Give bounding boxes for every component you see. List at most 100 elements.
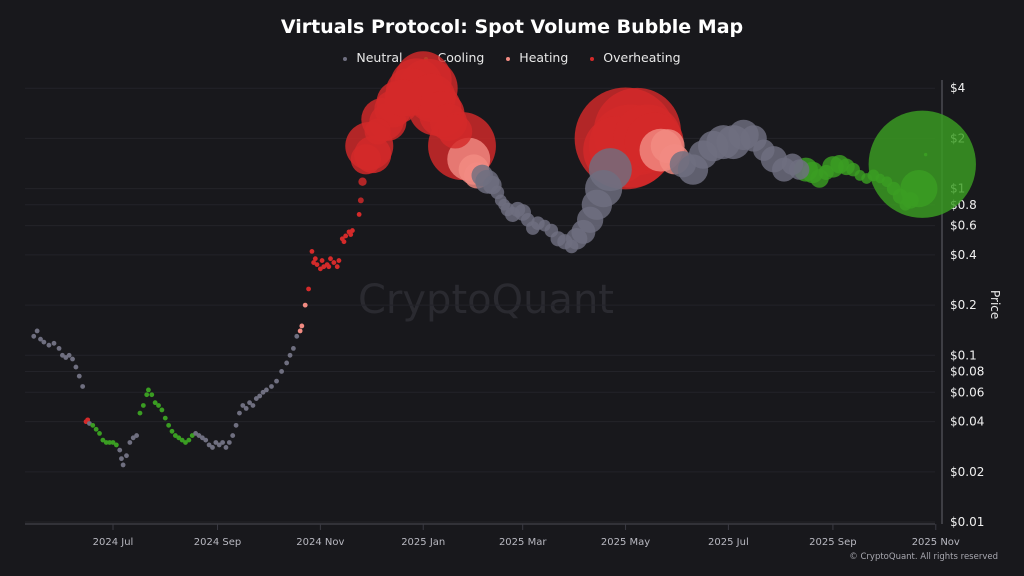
bubble-o[interactable] <box>358 177 367 186</box>
bubble-n[interactable] <box>220 440 225 445</box>
bubble-h[interactable] <box>302 302 308 308</box>
bubble-n[interactable] <box>564 239 579 254</box>
bubble-n[interactable] <box>250 403 256 408</box>
bubble-n[interactable] <box>233 422 239 428</box>
bubble-n[interactable] <box>498 198 511 211</box>
legend-item-neutral[interactable]: Neutral <box>343 50 403 65</box>
bubble-c[interactable] <box>152 400 158 406</box>
bubble-c[interactable] <box>113 442 119 448</box>
bubble-o[interactable] <box>356 212 362 217</box>
bubble-n[interactable] <box>210 445 215 450</box>
bubble-n[interactable] <box>127 440 133 445</box>
bubble-c[interactable] <box>90 422 96 428</box>
bubble-n[interactable] <box>669 151 697 178</box>
bubble-o[interactable] <box>350 228 355 233</box>
bubble-c[interactable] <box>137 410 143 416</box>
bubble-n[interactable] <box>284 360 290 366</box>
bubble-n[interactable] <box>264 387 269 393</box>
bubble-o[interactable] <box>336 258 342 263</box>
bubble-c[interactable] <box>100 437 106 443</box>
bubble-n[interactable] <box>247 400 252 406</box>
bubble-n[interactable] <box>46 342 52 348</box>
bubble-c[interactable] <box>146 387 151 393</box>
bubble-n[interactable] <box>274 378 279 384</box>
bubble-n[interactable] <box>130 435 136 441</box>
bubble-c[interactable] <box>144 392 150 398</box>
bubble-o[interactable] <box>341 239 347 245</box>
bubble-o[interactable] <box>364 118 391 145</box>
bubble-n[interactable] <box>237 410 242 416</box>
bubble-c[interactable] <box>166 422 172 428</box>
bubble-n[interactable] <box>31 333 37 339</box>
bubble-c[interactable] <box>176 435 182 441</box>
bubble-n[interactable] <box>753 139 775 161</box>
bubble-n[interactable] <box>38 336 43 342</box>
bubble-c[interactable] <box>103 440 109 445</box>
bubble-n[interactable] <box>294 333 300 339</box>
bubble-n[interactable] <box>789 159 810 180</box>
bubble-n[interactable] <box>76 373 82 379</box>
bubble-c[interactable] <box>110 440 116 445</box>
bubble-c[interactable] <box>818 164 834 181</box>
bubble-c[interactable] <box>172 433 178 438</box>
bubble-o[interactable] <box>326 264 332 270</box>
legend-item-heating[interactable]: Heating <box>506 50 568 65</box>
bubble-n[interactable] <box>119 456 124 462</box>
bubble-n[interactable] <box>66 352 72 358</box>
bubble-c[interactable] <box>875 173 885 184</box>
bubble-c[interactable] <box>107 440 113 445</box>
bubble-n[interactable] <box>56 345 62 351</box>
bubble-n[interactable] <box>538 219 551 232</box>
bubble-n[interactable] <box>134 433 140 438</box>
bubble-n[interactable] <box>257 393 263 399</box>
bubble-n[interactable] <box>203 437 209 443</box>
bubble-c[interactable] <box>156 403 161 408</box>
legend-item-overheating[interactable]: Overheating <box>590 50 681 65</box>
bubble-o[interactable] <box>312 256 318 262</box>
bubble-n[interactable] <box>124 453 129 459</box>
bubble-n[interactable] <box>240 403 246 408</box>
bubble-n[interactable] <box>70 356 75 362</box>
bubble-o[interactable] <box>357 197 364 204</box>
bubble-h[interactable] <box>299 323 305 329</box>
bubble-o[interactable] <box>319 258 325 263</box>
bubble-o[interactable] <box>334 264 340 270</box>
bubble-c[interactable] <box>186 437 192 443</box>
bubble-n[interactable] <box>73 364 79 370</box>
bubble-n[interactable] <box>216 442 222 448</box>
bubble-c[interactable] <box>899 198 912 211</box>
bubble-n[interactable] <box>287 352 293 358</box>
bubble-o[interactable] <box>328 256 333 262</box>
bubble-o[interactable] <box>438 114 473 149</box>
bubble-n[interactable] <box>51 340 57 346</box>
bubble-n[interactable] <box>226 440 232 445</box>
bubble-c[interactable] <box>140 403 146 408</box>
bubble-c[interactable] <box>861 173 873 184</box>
bubble-o[interactable] <box>306 286 311 292</box>
bubble-o[interactable] <box>348 232 354 237</box>
bubble-o[interactable] <box>384 79 422 117</box>
bubble-o[interactable] <box>350 144 382 175</box>
bubble-n[interactable] <box>34 328 40 334</box>
bubble-c[interactable] <box>159 407 165 413</box>
bubble-n[interactable] <box>223 445 229 450</box>
bubble-n[interactable] <box>269 384 274 389</box>
bubble-c[interactable] <box>179 437 185 443</box>
bubble-o[interactable] <box>314 262 320 268</box>
bubble-c[interactable] <box>162 415 168 421</box>
bubble-n[interactable] <box>260 389 266 395</box>
bubble-n[interactable] <box>213 440 219 445</box>
bubble-n[interactable] <box>253 396 259 401</box>
bubble-o[interactable] <box>331 260 337 265</box>
bubble-n[interactable] <box>199 435 205 441</box>
bubble-n[interactable] <box>206 442 212 448</box>
bubble-c[interactable] <box>93 426 99 432</box>
bubble-c[interactable] <box>97 431 102 436</box>
bubble-n[interactable] <box>117 447 123 453</box>
bubble-n[interactable] <box>230 433 236 438</box>
bubble-c[interactable] <box>183 440 188 445</box>
bubble-n[interactable] <box>510 201 526 218</box>
bubble-c[interactable] <box>149 392 155 398</box>
bubble-n[interactable] <box>196 433 202 438</box>
bubble-n[interactable] <box>120 462 126 468</box>
